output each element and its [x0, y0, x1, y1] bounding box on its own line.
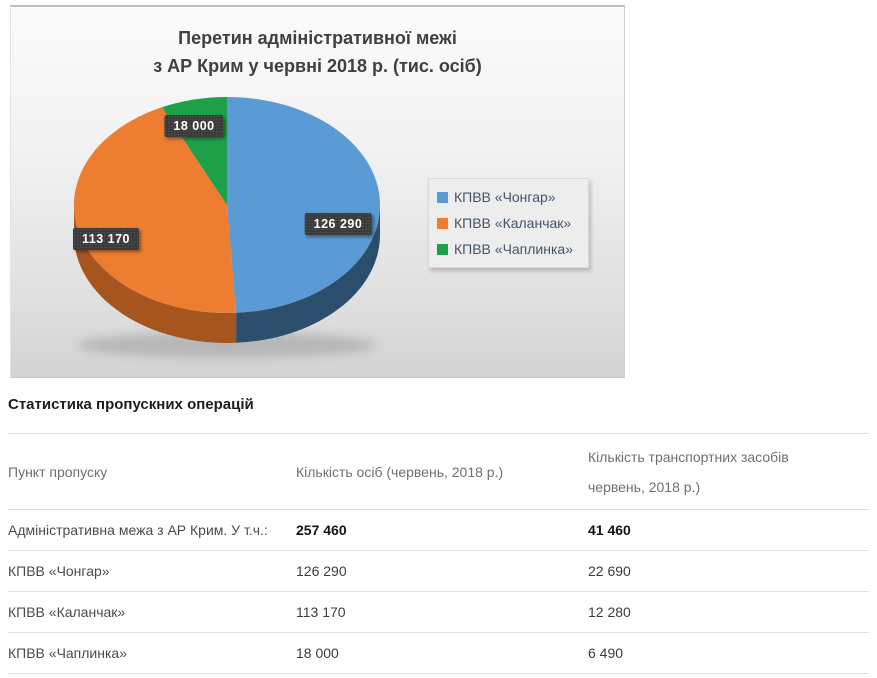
legend-swatch-icon	[437, 217, 448, 229]
legend-label: КПВВ «Чаплинка»	[454, 241, 573, 257]
pie-chart	[73, 97, 381, 358]
legend-item: КПВВ «Чаплинка»	[437, 241, 580, 257]
chart-title-line: Перетин адміністративної межі	[178, 28, 457, 48]
pie-slice	[73, 107, 237, 313]
table-cell-checkpoint: КПВВ «Каланчак»	[8, 604, 126, 620]
legend-label: КПВВ «Чонгар»	[454, 189, 556, 205]
table-cell-checkpoint: КПВВ «Чаплинка»	[8, 645, 127, 661]
pie-shadow	[77, 332, 377, 358]
table-row: КПВВ «Чаплинка» 18 000 6 490	[8, 633, 869, 674]
stats-table: Пункт пропуску Кількість осіб (червень, 2…	[8, 433, 869, 674]
table-cell-vehicles: 41 460	[588, 522, 631, 538]
chart-legend: КПВВ «Чонгар» КПВВ «Каланчак» КПВВ «Чаплин…	[428, 178, 589, 268]
legend-label: КПВВ «Каланчак»	[454, 215, 572, 231]
chart-title: Перетин адміністративної межі з АР Крим у…	[11, 24, 624, 80]
legend-swatch-icon	[437, 191, 448, 203]
pie-data-label: 113 170	[73, 228, 139, 250]
table-header-row: Пункт пропуску Кількість осіб (червень, 2…	[8, 434, 869, 510]
pie-slice-side	[74, 205, 237, 343]
table-cell-persons: 113 170	[296, 604, 346, 620]
pie-data-label: 18 000	[164, 115, 224, 137]
pie-data-label: 126 290	[304, 213, 372, 235]
table-column-header: Пункт пропуску	[8, 463, 108, 480]
pie-slice-side	[236, 205, 380, 343]
chart-panel: Перетин адміністративної межі з АР Крим у…	[10, 5, 625, 378]
legend-item: КПВВ «Чонгар»	[437, 189, 580, 205]
table-cell-persons: 126 290	[296, 563, 347, 579]
table-cell-vehicles: 6 490	[588, 645, 624, 661]
table-cell-persons: 18 000	[296, 645, 339, 661]
legend-swatch-icon	[437, 243, 448, 255]
table-column-header: Кількість осіб (червень, 2018 р.)	[296, 463, 504, 480]
table-cell-persons: 257 460	[296, 522, 347, 538]
table-cell-vehicles: 22 690	[588, 563, 631, 579]
table-column-header: Кількість транспортних засобів червень, …	[588, 448, 789, 495]
table-cell-checkpoint: КПВВ «Чонгар»	[8, 563, 110, 579]
table-row: КПВВ «Каланчак» 113 170 12 280	[8, 592, 869, 633]
table-cell-checkpoint: Адміністративна межа з АР Крим. У т.ч.:	[8, 522, 268, 538]
section-heading: Статистика пропускних операцій	[8, 396, 254, 413]
table-cell-vehicles: 12 280	[588, 604, 631, 620]
chart-title-line: з АР Крим у червні 2018 р. (тис. осіб)	[153, 56, 482, 76]
table-row: Адміністративна межа з АР Крим. У т.ч.: 2…	[8, 510, 869, 551]
pie-slice	[227, 97, 381, 313]
legend-item: КПВВ «Каланчак»	[437, 215, 580, 231]
table-row: КПВВ «Чонгар» 126 290 22 690	[8, 551, 869, 592]
